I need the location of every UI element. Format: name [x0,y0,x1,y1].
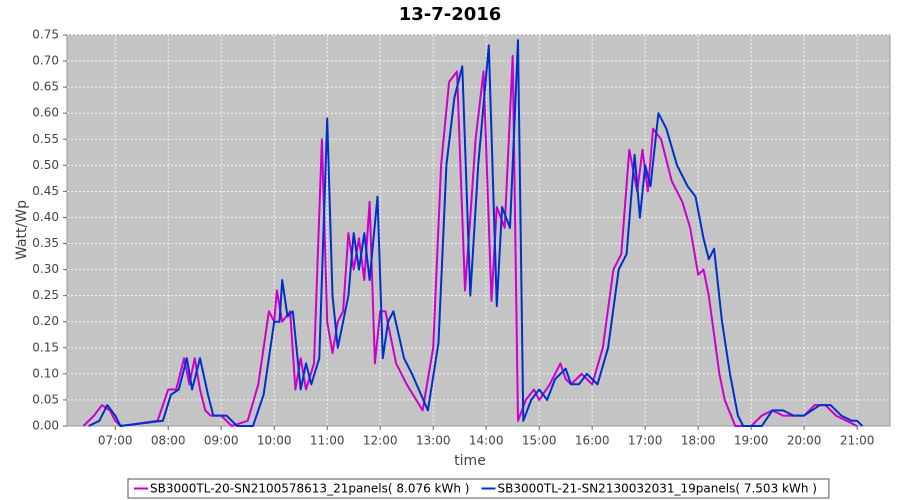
x-tick-label: 11:00 [310,434,345,448]
y-tick-label: 0.50 [32,158,59,172]
x-tick-label: 15:00 [522,434,557,448]
y-tick-label: 0.70 [32,54,59,68]
legend-label: SB3000TL-20-SN2100578613_21panels( 8.076… [150,482,469,496]
x-tick-label: 19:00 [734,434,769,448]
y-tick-label: 0.25 [32,288,59,302]
x-tick-label: 07:00 [98,434,133,448]
y-tick-label: 0.60 [32,106,59,120]
y-tick-label: 0.35 [32,236,59,250]
x-tick-label: 17:00 [628,434,663,448]
x-tick-label: 21:00 [840,434,875,448]
y-tick-label: 0.05 [32,392,59,406]
legend-box [127,478,830,499]
x-tick-label: 10:00 [257,434,292,448]
plot-area [66,34,891,427]
x-tick-label: 08:00 [151,434,186,448]
x-tick-label: 16:00 [575,434,610,448]
y-tick-label: 0.75 [32,28,59,42]
x-tick-label: 20:00 [787,434,822,448]
y-tick-label: 0.20 [32,314,59,328]
chart-title: 13-7-2016 [399,4,502,25]
y-tick-label: 0.45 [32,184,59,198]
x-tick-label: 13:00 [416,434,451,448]
x-tick-label: 12:00 [363,434,398,448]
series-line [82,54,858,427]
y-tick-label: 0.55 [32,132,59,146]
series-line [88,39,864,427]
legend-label: SB3000TL-21-SN2130032031_19panels( 7.503… [497,482,816,496]
y-axis-label: Watt/Wp [14,200,30,260]
x-axis-label: time [454,453,486,469]
y-tick-label: 0.10 [32,366,59,380]
x-tick-label: 18:00 [681,434,716,448]
y-tick-label: 0.65 [32,80,59,94]
x-tick-label: 14:00 [469,434,504,448]
x-tick-label: 09:00 [204,434,239,448]
y-tick-label: 0.30 [32,262,59,276]
y-tick-label: 0.00 [32,419,59,433]
y-tick-label: 0.40 [32,210,59,224]
y-tick-label: 0.15 [32,340,59,354]
